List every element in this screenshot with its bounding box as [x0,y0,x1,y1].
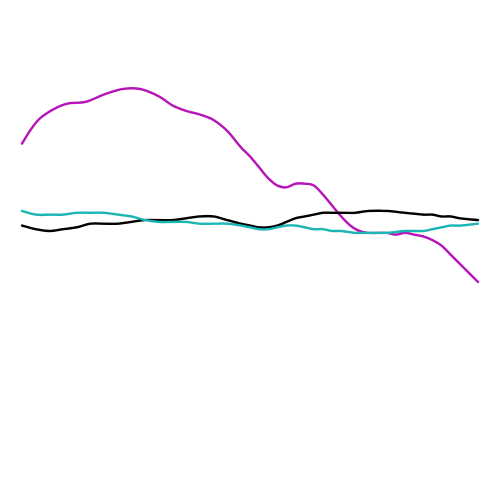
series-line-1 [20,87,480,284]
series-line-3 [20,209,480,235]
plot-area [20,87,480,284]
series-line-2 [20,209,480,233]
